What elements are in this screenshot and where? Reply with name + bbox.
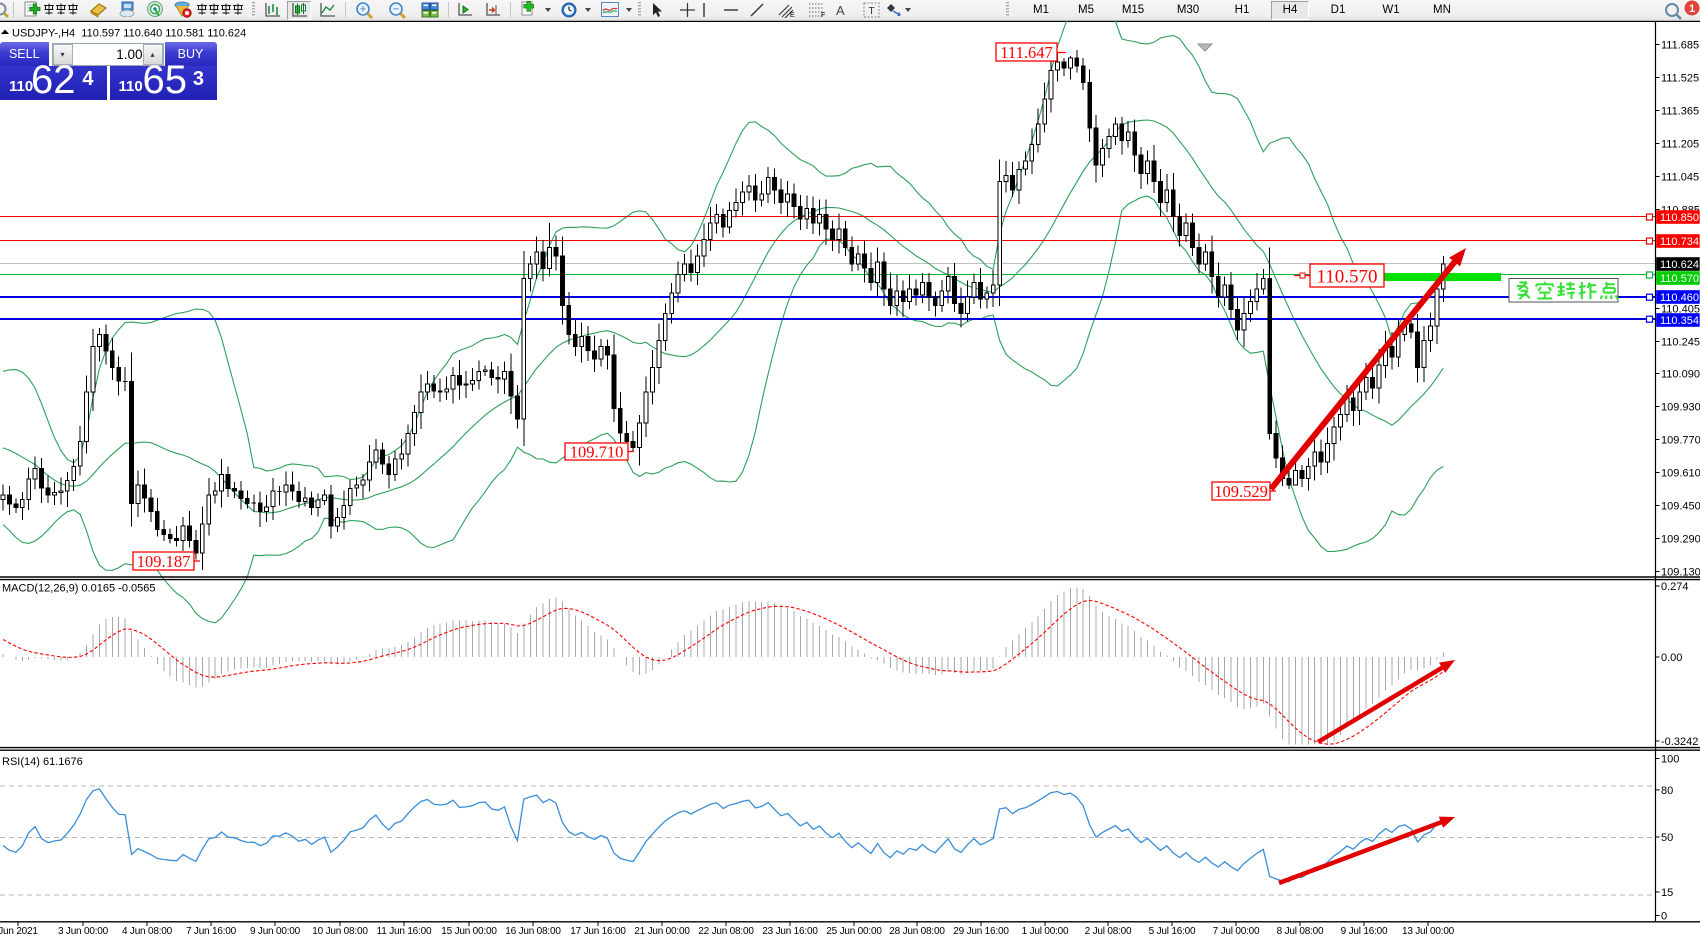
svg-text:USDJPY-,H4 110.597 110.640 11: USDJPY-,H4 110.597 110.640 110.581 110.6… [12, 28, 246, 40]
svg-text:11 Jun 16:00: 11 Jun 16:00 [377, 926, 432, 937]
svg-text:3 Jun 00:00: 3 Jun 00:00 [58, 926, 109, 937]
svg-text:111.525: 111.525 [1661, 73, 1699, 85]
svg-text:F: F [821, 12, 825, 18]
svg-text:10 Jun 08:00: 10 Jun 08:00 [312, 926, 368, 937]
svg-text:111.685: 111.685 [1661, 40, 1699, 52]
svg-text:109.187: 109.187 [137, 552, 191, 571]
svg-text:RSI(14) 61.1676: RSI(14) 61.1676 [2, 756, 83, 768]
svg-text:0: 0 [1661, 911, 1667, 923]
svg-text:MACD(12,26,9) 0.0165 -0.0565: MACD(12,26,9) 0.0165 -0.0565 [2, 583, 155, 595]
svg-text:15: 15 [1661, 887, 1673, 899]
svg-text:80: 80 [1661, 785, 1673, 797]
svg-text:109.710: 109.710 [570, 442, 624, 461]
svg-text:111.647: 111.647 [1000, 43, 1052, 62]
svg-text:110.850: 110.850 [1660, 212, 1699, 224]
svg-text:110.090: 110.090 [1661, 369, 1700, 381]
svg-text:Jun 2021: Jun 2021 [0, 926, 38, 937]
svg-text:23 Jun 16:00: 23 Jun 16:00 [762, 926, 818, 937]
svg-text:21 Jun 00:00: 21 Jun 00:00 [634, 926, 690, 937]
svg-text:1: 1 [1689, 3, 1695, 15]
svg-text:7 Jul 00:00: 7 Jul 00:00 [1213, 926, 1260, 937]
svg-text:28 Jun 08:00: 28 Jun 08:00 [889, 926, 945, 937]
svg-text:109.290: 109.290 [1661, 534, 1700, 546]
svg-text:109.450: 109.450 [1661, 501, 1700, 513]
svg-text:109.770: 109.770 [1661, 435, 1700, 447]
svg-text:29 Jun 16:00: 29 Jun 16:00 [953, 926, 1009, 937]
svg-text:0.00: 0.00 [1661, 652, 1682, 664]
svg-text:9 Jun 00:00: 9 Jun 00:00 [250, 926, 301, 937]
svg-text:8 Jul 08:00: 8 Jul 08:00 [1277, 926, 1324, 937]
svg-text:109.610: 109.610 [1661, 468, 1700, 480]
svg-text:111.205: 111.205 [1661, 139, 1699, 151]
svg-text:50: 50 [1661, 832, 1673, 844]
svg-text:9 Jul 16:00: 9 Jul 16:00 [1341, 926, 1388, 937]
svg-text:110.570: 110.570 [1660, 273, 1699, 285]
svg-text:17 Jun 16:00: 17 Jun 16:00 [570, 926, 626, 937]
svg-text:111.365: 111.365 [1661, 106, 1699, 118]
svg-text:110.245: 110.245 [1661, 337, 1700, 349]
svg-text:110.354: 110.354 [1660, 315, 1699, 327]
svg-text:110.734: 110.734 [1660, 236, 1699, 248]
svg-text:7 Jun 16:00: 7 Jun 16:00 [186, 926, 237, 937]
svg-text:−: − [393, 4, 399, 16]
svg-text:109.529: 109.529 [1214, 482, 1268, 501]
svg-text:25 Jun 00:00: 25 Jun 00:00 [826, 926, 882, 937]
svg-text:15 Jun 00:00: 15 Jun 00:00 [441, 926, 497, 937]
svg-text:22 Jun 08:00: 22 Jun 08:00 [698, 926, 754, 937]
svg-text:5 Jul 16:00: 5 Jul 16:00 [1149, 926, 1196, 937]
svg-text:109.130: 109.130 [1661, 567, 1700, 579]
svg-text:13 Jul 00:00: 13 Jul 00:00 [1402, 926, 1455, 937]
svg-text:16 Jun 08:00: 16 Jun 08:00 [505, 926, 561, 937]
svg-text:110.405: 110.405 [1661, 304, 1700, 316]
svg-text:109.930: 109.930 [1661, 402, 1700, 414]
svg-text:2 Jul 08:00: 2 Jul 08:00 [1085, 926, 1132, 937]
svg-text:0.274: 0.274 [1661, 581, 1689, 593]
svg-text:100: 100 [1661, 754, 1679, 766]
svg-text:E: E [790, 12, 795, 18]
svg-text:1 Jul 00:00: 1 Jul 00:00 [1022, 926, 1069, 937]
svg-text:4 Jun 08:00: 4 Jun 08:00 [122, 926, 173, 937]
svg-text:110.570: 110.570 [1316, 266, 1377, 287]
svg-text:110.460: 110.460 [1660, 292, 1699, 304]
svg-text:+: + [360, 4, 366, 16]
svg-text:T: T [868, 6, 874, 17]
svg-text:110.624: 110.624 [1660, 259, 1699, 271]
svg-text:-0.3242: -0.3242 [1661, 736, 1698, 748]
svg-text:111.045: 111.045 [1661, 172, 1699, 184]
